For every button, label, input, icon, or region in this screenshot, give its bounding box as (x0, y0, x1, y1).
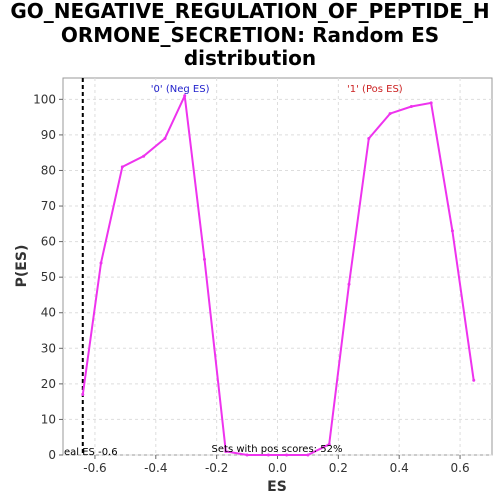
y-tick-label: 80 (41, 163, 56, 177)
y-tick-label: 40 (41, 306, 56, 320)
y-tick-label: 100 (33, 92, 56, 106)
data-point (367, 137, 370, 140)
data-point (81, 393, 84, 396)
data-point (100, 261, 103, 264)
x-tick-label: 0.4 (390, 461, 409, 475)
data-point (389, 112, 392, 115)
neg-es-label: '0' (Neg ES) (151, 84, 210, 95)
y-tick-label: 20 (41, 377, 56, 391)
data-point (348, 283, 351, 286)
x-tick-label: -0.6 (83, 461, 106, 475)
y-axis-ticks: 0 10 20 30 40 50 60 70 80 90 100 (33, 92, 63, 462)
data-point (472, 379, 475, 382)
y-tick-label: 10 (41, 412, 56, 426)
x-tick-label: 0.2 (329, 461, 348, 475)
y-tick-label: 30 (41, 341, 56, 355)
y-axis-label: P(ES) (14, 245, 30, 288)
data-point (142, 155, 145, 158)
x-tick-label: -0.2 (205, 461, 228, 475)
y-tick-label: 90 (41, 128, 56, 142)
x-tick-label: 0.6 (451, 461, 470, 475)
real-es-annotation: eal ES -0.6 (64, 447, 118, 458)
x-axis-label: ES (267, 479, 287, 495)
pos-es-label: '1' (Pos ES) (347, 84, 403, 95)
x-axis-ticks: -0.6 -0.4 -0.2 0.0 0.2 0.4 0.6 (83, 455, 469, 475)
pos-scores-annotation: Sets with pos scores: 52% (212, 444, 343, 455)
data-point (451, 229, 454, 232)
data-point (203, 258, 206, 261)
x-tick-label: 0.0 (268, 461, 287, 475)
y-tick-label: 70 (41, 199, 56, 213)
x-tick-label: -0.4 (144, 461, 167, 475)
data-point (121, 165, 124, 168)
data-point (410, 105, 413, 108)
y-tick-label: 50 (41, 270, 56, 284)
data-point (163, 137, 166, 140)
y-tick-label: 0 (48, 448, 56, 462)
data-point (430, 101, 433, 104)
y-tick-label: 60 (41, 235, 56, 249)
